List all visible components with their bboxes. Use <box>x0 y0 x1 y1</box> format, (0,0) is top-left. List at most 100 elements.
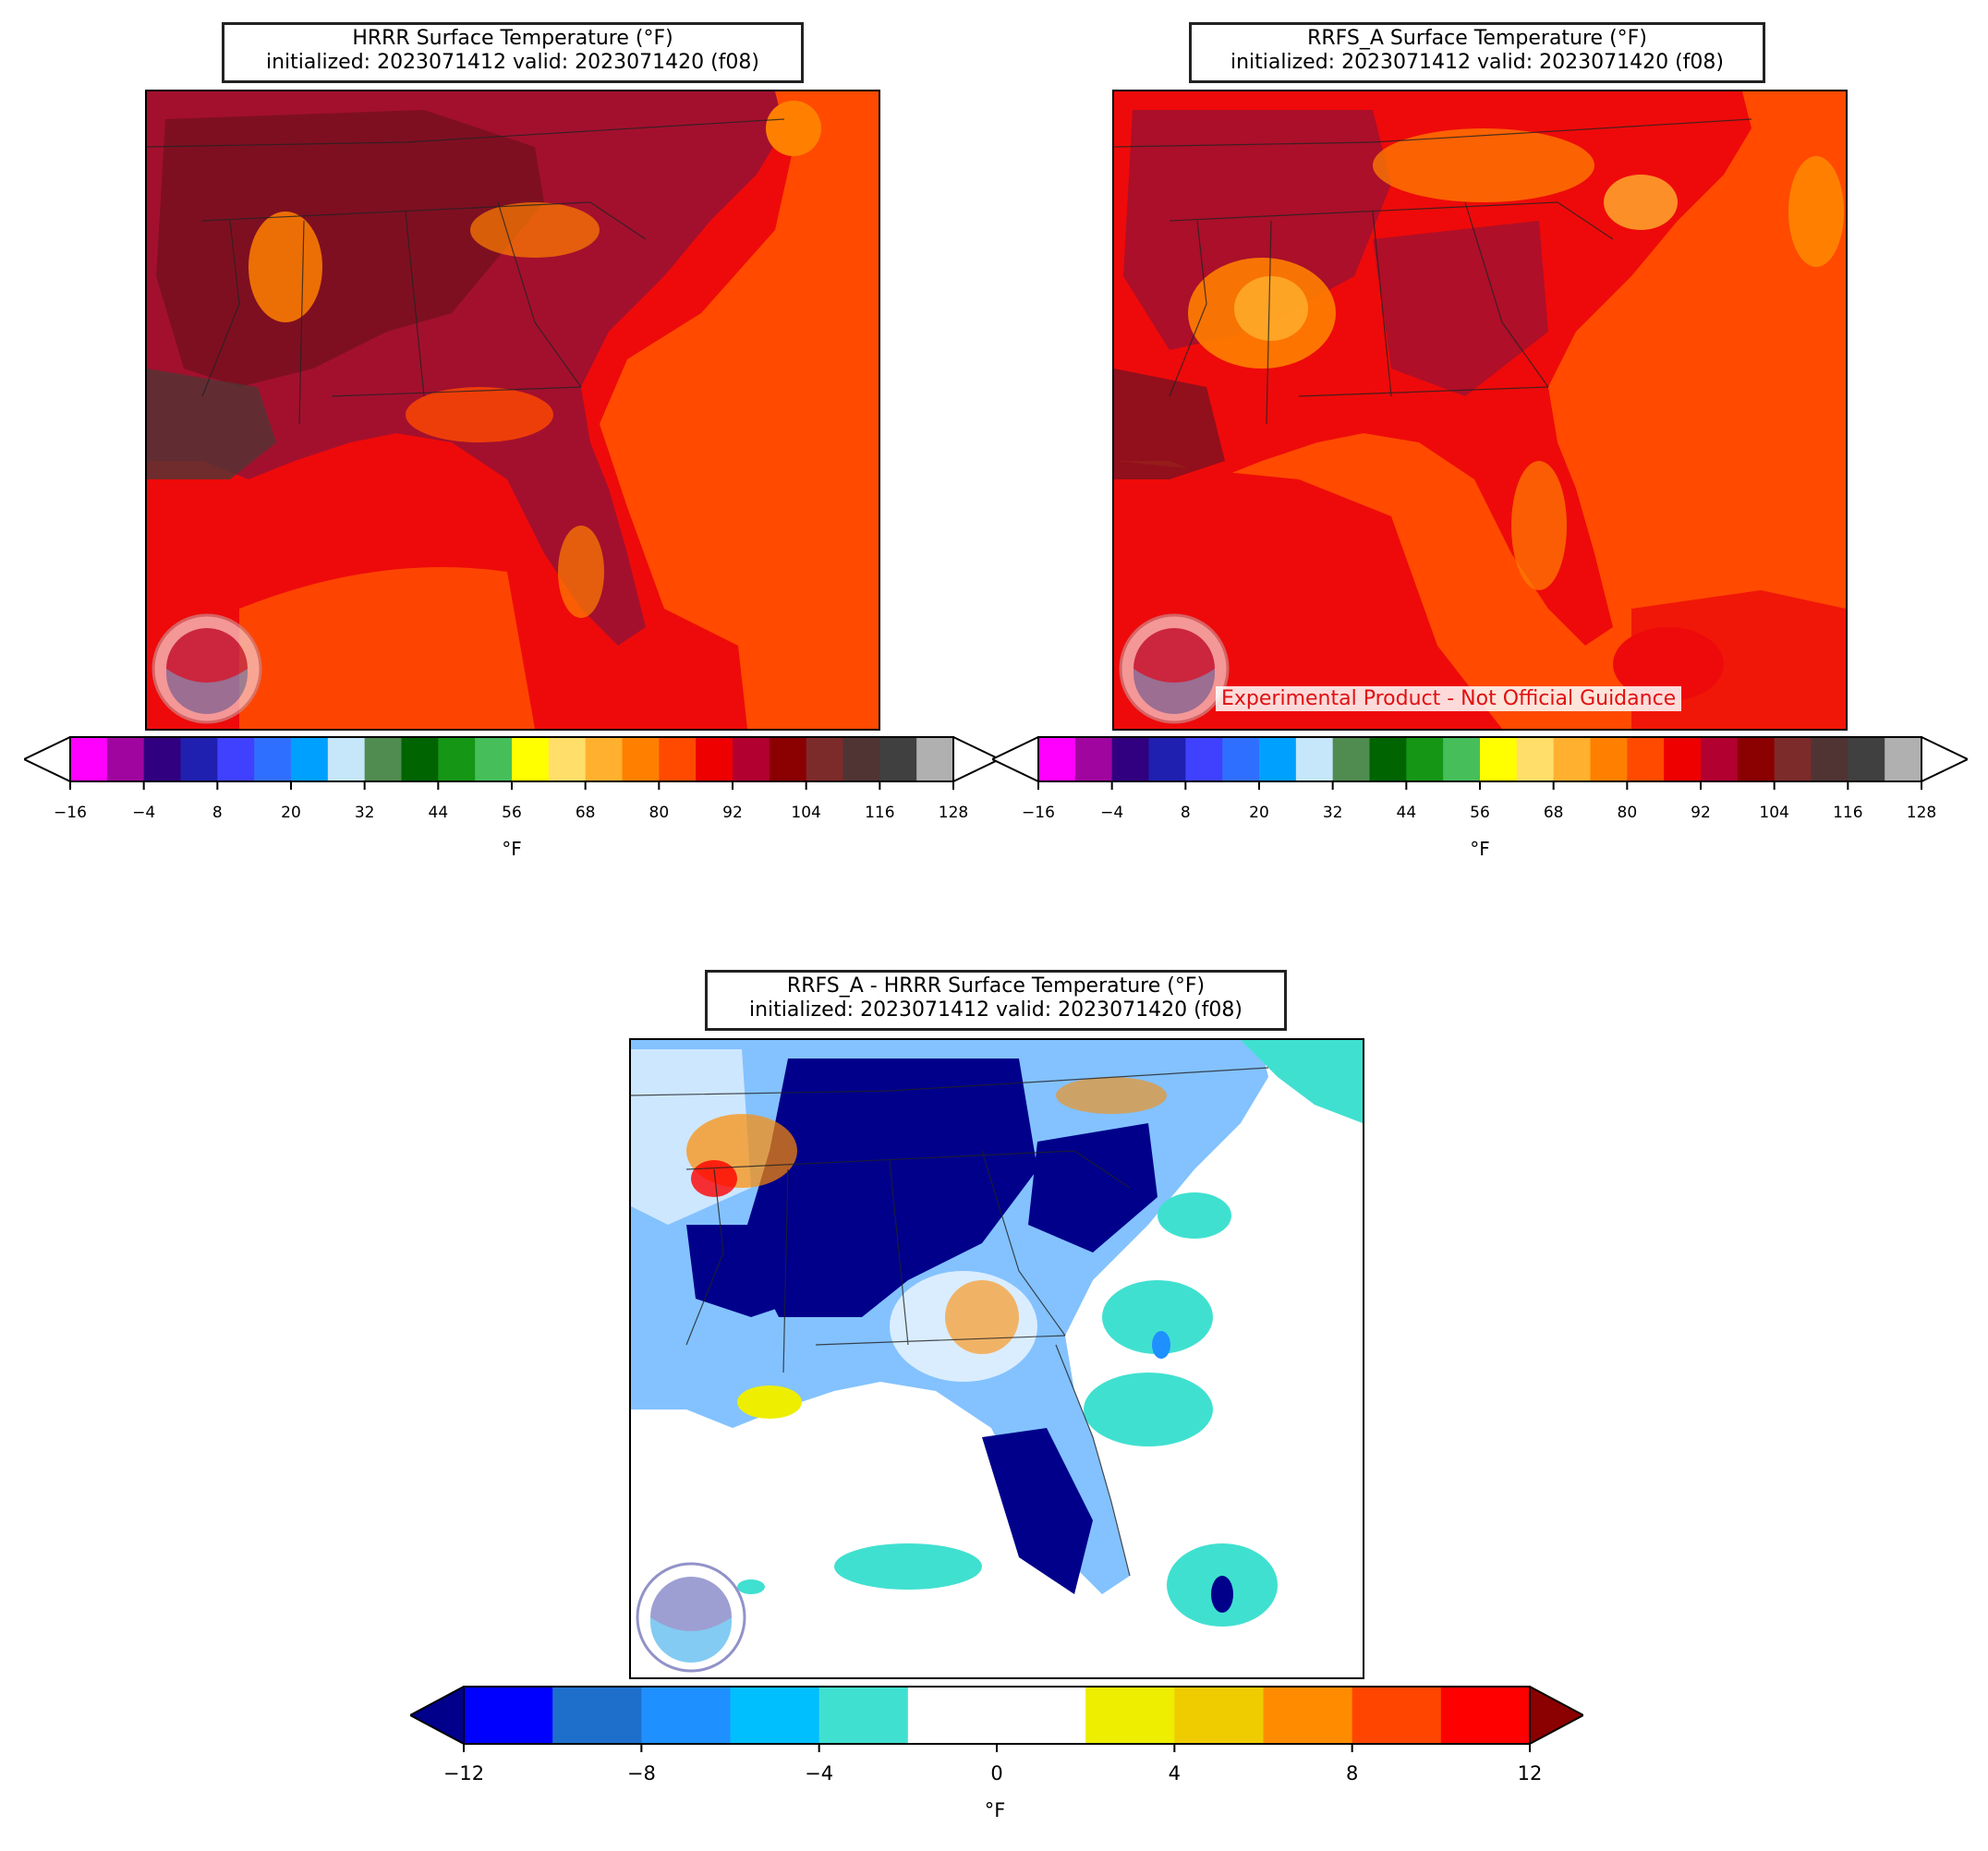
colorbar-over-triangle <box>1921 736 1968 783</box>
colorbar-swatch <box>464 1687 553 1744</box>
colorbar-tick-label: 104 <box>1759 804 1789 822</box>
rrfs-title-line2: initialized: 2023071412 valid: 202307142… <box>1230 51 1724 74</box>
rrfs-map[interactable]: Experimental Product - Not Official Guid… <box>1112 90 1848 731</box>
colorbar-swatch <box>1443 737 1481 781</box>
colorbar-swatch <box>696 737 733 781</box>
colorbar-swatch <box>1185 737 1223 781</box>
colorbar-swatch <box>879 737 917 781</box>
colorbar-tick-label: −16 <box>54 804 87 822</box>
rrfs-noaa-logo-icon <box>1119 613 1230 724</box>
hrrr-atlantic <box>600 91 879 729</box>
diff-blue-core <box>742 1059 1037 1317</box>
colorbar-swatch <box>106 737 145 781</box>
colorbar-swatch <box>180 737 218 781</box>
colorbar-swatch <box>1332 737 1370 781</box>
colorbar-swatch <box>1885 737 1922 781</box>
colorbar-swatch <box>327 737 366 781</box>
colorbar-tick-label: 44 <box>428 804 449 822</box>
colorbar-tick-label: 8 <box>212 804 223 822</box>
colorbar-swatch <box>1516 737 1555 781</box>
hrrr-map-svg <box>147 91 879 729</box>
colorbar-swatch <box>1038 737 1076 781</box>
colorbar-swatch <box>1406 737 1444 781</box>
colorbar-swatch <box>907 1687 998 1744</box>
colorbar-swatch <box>997 1687 1086 1744</box>
colorbar-tick-label: 32 <box>1322 804 1343 822</box>
colorbar-swatch <box>1148 737 1186 781</box>
rrfs-colorbar-ticks: −16 −4 8 20 32 44 56 68 80 92 104 116 128 <box>968 804 1984 831</box>
colorbar-tick-label: 56 <box>1470 804 1490 822</box>
colorbar-swatch <box>622 737 660 781</box>
colorbar-swatch <box>475 737 513 781</box>
hrrr-colorbar-ticks: −16 −4 8 20 32 44 56 68 80 92 104 116 128 <box>0 804 1016 831</box>
diff-map[interactable] <box>629 1038 1364 1679</box>
hrrr-title-line1: HRRR Surface Temperature (°F) <box>352 27 673 50</box>
colorbar-swatch <box>401 737 439 781</box>
colorbar-swatch <box>641 1687 731 1744</box>
diff-map-svg <box>631 1040 1363 1677</box>
diff-colorbar-unit: °F <box>984 1799 1006 1821</box>
colorbar-swatch <box>143 737 181 781</box>
colorbar-swatch <box>1701 737 1739 781</box>
rrfs-title: RRFS_A Surface Temperature (°F) initiali… <box>1189 22 1765 83</box>
colorbar-swatch <box>1111 737 1149 781</box>
diff-colorbar <box>410 1686 1583 1752</box>
colorbar-tick-label: 68 <box>1543 804 1564 822</box>
colorbar-swatch <box>254 737 292 781</box>
colorbar-tick-label: 128 <box>1906 804 1937 822</box>
colorbar-tick-label: 80 <box>1617 804 1638 822</box>
colorbar-swatch <box>1074 737 1113 781</box>
colorbar-swatch <box>1480 737 1518 781</box>
colorbar-tick-label: 80 <box>649 804 670 822</box>
colorbar-swatch <box>1263 1687 1353 1744</box>
colorbar-tick-label: −16 <box>1022 804 1055 822</box>
diff-title-line2: initialized: 2023071412 valid: 202307142… <box>749 998 1242 1022</box>
colorbar-over-triangle <box>1529 1686 1583 1746</box>
rrfs-map-svg <box>1114 91 1846 729</box>
rrfs-title-line1: RRFS_A Surface Temperature (°F) <box>1307 27 1647 50</box>
colorbar-swatch <box>217 737 255 781</box>
colorbar-swatch <box>916 737 954 781</box>
hrrr-map[interactable] <box>145 90 880 731</box>
colorbar-swatch <box>818 1687 909 1744</box>
colorbar-swatch <box>1174 1687 1264 1744</box>
diff-title: RRFS_A - HRRR Surface Temperature (°F) i… <box>705 970 1287 1031</box>
hrrr-noaa-logo-icon <box>152 613 262 724</box>
colorbar-tick-label: 68 <box>575 804 596 822</box>
colorbar-tick-label: 56 <box>502 804 522 822</box>
colorbar-tick-label: −12 <box>442 1762 485 1784</box>
diff-colorbar-ticks: −12 −8 −4 0 4 8 12 <box>0 1762 1988 1790</box>
colorbar-swatch <box>842 737 880 781</box>
colorbar-swatch <box>291 737 329 781</box>
diff-title-line1: RRFS_A - HRRR Surface Temperature (°F) <box>786 974 1206 998</box>
colorbar-tick-label: 4 <box>1168 1762 1182 1784</box>
colorbar-tick-label: 92 <box>722 804 743 822</box>
colorbar-tick-label: 8 <box>1345 1762 1359 1784</box>
hrrr-colorbar <box>24 736 1000 790</box>
colorbar-swatch <box>438 737 476 781</box>
colorbar-swatch <box>1295 737 1334 781</box>
colorbar-swatch <box>806 737 843 781</box>
colorbar-swatch <box>1085 1687 1175 1744</box>
colorbar-swatch <box>1590 737 1628 781</box>
colorbar-swatch <box>769 737 807 781</box>
colorbar-swatch <box>1737 737 1776 781</box>
colorbar-under-triangle <box>24 736 71 783</box>
colorbar-swatch <box>1774 737 1812 781</box>
colorbar-tick-label: 104 <box>791 804 821 822</box>
colorbar-under-triangle <box>992 736 1039 783</box>
colorbar-swatch <box>548 737 587 781</box>
colorbar-swatch <box>1811 737 1849 781</box>
colorbar-swatch <box>1259 737 1297 781</box>
diff-noaa-logo-icon <box>636 1562 746 1673</box>
hrrr-colorbar-unit: °F <box>502 838 522 860</box>
rrfs-disclaimer: Experimental Product - Not Official Guid… <box>1216 686 1682 711</box>
colorbar-tick-label: 8 <box>1180 804 1191 822</box>
colorbar-tick-label: −8 <box>626 1762 656 1784</box>
colorbar-tick-label: 44 <box>1396 804 1417 822</box>
colorbar-swatch <box>1222 737 1260 781</box>
diff-yellow-patch <box>737 1385 802 1419</box>
colorbar-swatch <box>1848 737 1885 781</box>
colorbar-tick-label: 92 <box>1691 804 1711 822</box>
colorbar-tick-label: 12 <box>1517 1762 1543 1784</box>
